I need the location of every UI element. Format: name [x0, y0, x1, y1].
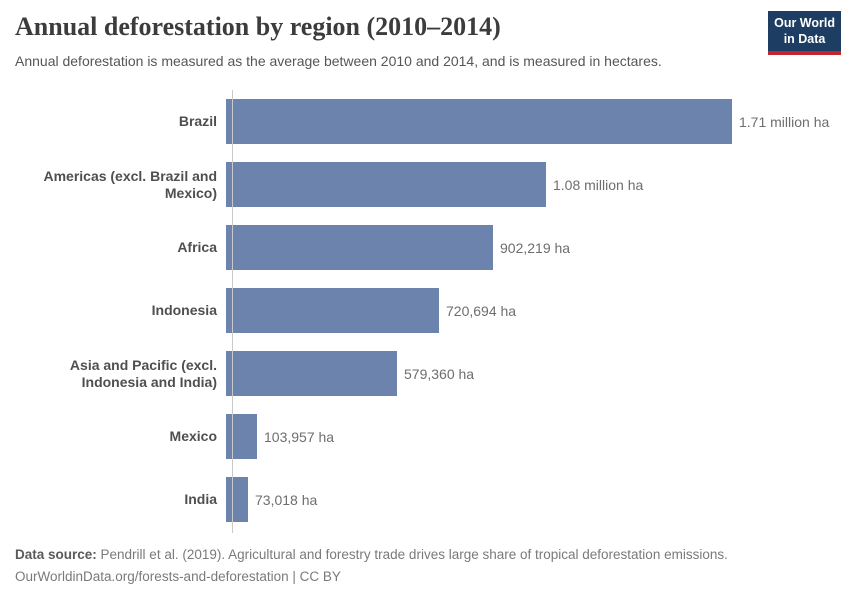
- bar-row: Asia and Pacific (excl. Indonesia and In…: [15, 342, 843, 405]
- bar-track: 720,694 ha: [225, 288, 843, 333]
- bar-chart: Brazil 1.71 million ha Americas (excl. Bra…: [15, 90, 843, 533]
- bar-value-label: 1.71 million ha: [739, 113, 830, 130]
- category-label: Brazil: [178, 113, 217, 130]
- bar-value-label: 720,694 ha: [446, 302, 517, 319]
- bar-value-label: 103,957 ha: [264, 428, 335, 445]
- bar-row: Brazil 1.71 million ha: [15, 90, 843, 153]
- owid-logo: Our World in Data: [768, 11, 841, 56]
- bar-track: 1.71 million ha: [225, 99, 843, 144]
- bar-track: 73,018 ha: [225, 477, 843, 522]
- footer-citation: OurWorldinData.org/forests-and-deforesta…: [15, 569, 341, 584]
- bar-track: 902,219 ha: [225, 225, 843, 270]
- chart-subtitle: Annual deforestation is measured as the …: [15, 53, 662, 69]
- data-source-label: Data source:: [15, 547, 97, 562]
- bar-row: Africa 902,219 ha: [15, 216, 843, 279]
- category-label: Indonesia: [151, 302, 217, 319]
- bar-row: Indonesia 720,694 ha: [15, 279, 843, 342]
- page-title: Annual deforestation by region (2010–201…: [15, 12, 501, 41]
- bar-track: 103,957 ha: [225, 414, 843, 459]
- bar-row: Americas (excl. Brazil and Mexico) 1.08 m…: [15, 153, 843, 216]
- bar-value-label: 1.08 million ha: [553, 176, 644, 193]
- bar-track: 1.08 million ha: [225, 162, 843, 207]
- data-source-note: Data source: Pendrill et al. (2019). Agr…: [15, 547, 728, 562]
- bar-value-label: 73,018 ha: [255, 491, 318, 508]
- bar[interactable]: [226, 162, 546, 207]
- bar-row: Mexico 103,957 ha: [15, 405, 843, 468]
- y-axis-line: [232, 90, 233, 533]
- bar[interactable]: [226, 225, 493, 270]
- category-label: Americas (excl. Brazil and Mexico): [43, 167, 217, 201]
- bar-value-label: 579,360 ha: [404, 365, 475, 382]
- bar[interactable]: [226, 99, 732, 144]
- category-label: Africa: [177, 239, 217, 256]
- category-label: Mexico: [169, 428, 217, 445]
- category-label: Asia and Pacific (excl. Indonesia and In…: [69, 356, 217, 390]
- bar[interactable]: [226, 288, 439, 333]
- logo-text-line2: in Data: [783, 31, 826, 46]
- logo-text-line1: Our World: [774, 16, 835, 30]
- bar-track: 579,360 ha: [225, 351, 843, 396]
- data-source-text: Pendrill et al. (2019). Agricultural and…: [96, 547, 728, 562]
- category-label: India: [184, 491, 217, 508]
- bar[interactable]: [226, 351, 397, 396]
- bar[interactable]: [226, 477, 248, 522]
- bar-row: India 73,018 ha: [15, 468, 843, 531]
- bar[interactable]: [226, 414, 257, 459]
- bar-value-label: 902,219 ha: [500, 239, 571, 256]
